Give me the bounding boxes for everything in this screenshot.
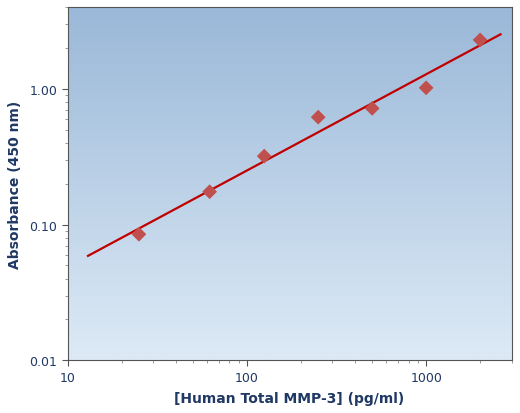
Point [135,231,143,238]
Y-axis label: Absorbance (450 nm): Absorbance (450 nm) [8,100,22,268]
X-axis label: [Human Total MMP-3] (pg/ml): [Human Total MMP-3] (pg/ml) [175,391,405,405]
Point [368,106,376,112]
Point [476,38,484,44]
Point [314,114,322,121]
Point [422,85,430,92]
Point [205,189,214,195]
Point [260,154,268,160]
